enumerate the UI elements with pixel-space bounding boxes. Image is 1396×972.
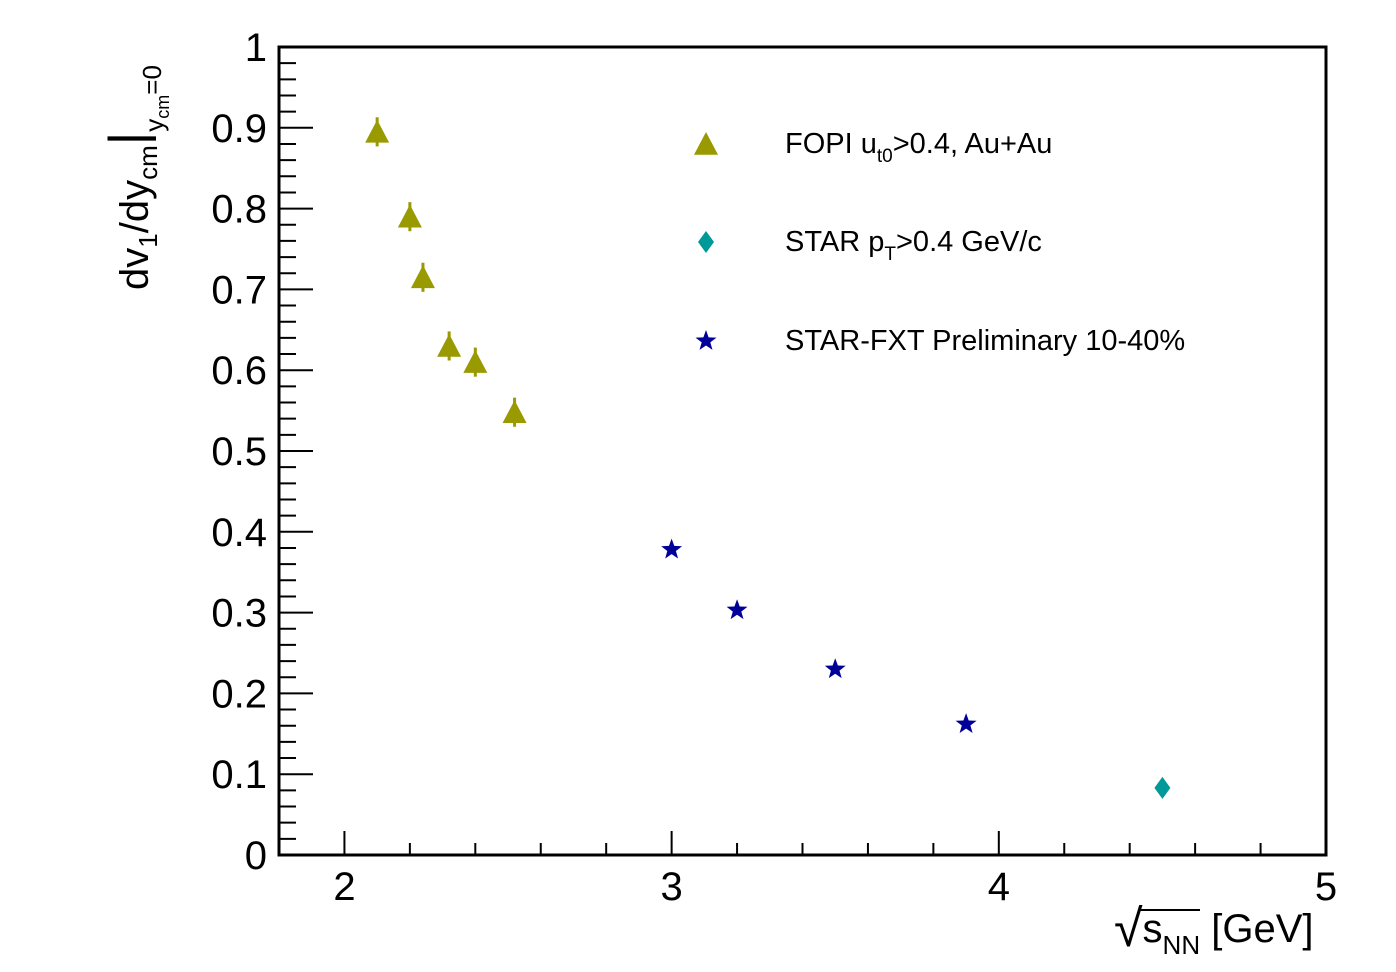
y-tick-label: 0.1 xyxy=(211,753,267,797)
y-axis-title-mid: /dy xyxy=(113,180,157,233)
y-tick-label: 0.9 xyxy=(211,107,267,151)
y-axis-title: dv1/dycm|ycm=0 xyxy=(99,65,173,290)
data-point-star xyxy=(726,599,748,620)
y-axis-title-sub1: 1 xyxy=(133,233,163,247)
x-tick-label: 5 xyxy=(1315,865,1337,909)
y-tick-label: 0.6 xyxy=(211,349,267,393)
x-axis-title-sub: NN xyxy=(1163,930,1201,960)
y-axis-title-tail: =0 xyxy=(137,65,167,95)
x-tick-label: 4 xyxy=(988,865,1010,909)
y-tick-label: 0.2 xyxy=(211,672,267,716)
x-axis-title-s: s xyxy=(1143,907,1163,951)
y-tick-label: 0.5 xyxy=(211,430,267,474)
axes: 0 0.1 0.2 0.3 0.4 0.5 0.6 0.7 0.8 0.9 1 2 3 4 5 xyxy=(211,26,1337,909)
y-tick-label: 0 xyxy=(245,834,267,878)
data-point-triangle xyxy=(463,350,488,373)
x-axis-title: √sNN [GeV] xyxy=(1114,900,1314,960)
legend-label-subscript: T xyxy=(884,244,896,265)
data-point-triangle xyxy=(437,333,462,357)
y-tick-label: 0.8 xyxy=(211,188,267,232)
legend-marker-diamond xyxy=(698,231,714,253)
x-axis-title-unit: [GeV] xyxy=(1200,907,1313,951)
legend-label: FOPI ut0>0.4, Au+Au xyxy=(785,128,1052,167)
series-star xyxy=(661,538,977,733)
legend-label-rest: >0.4, Au+Au xyxy=(893,128,1053,160)
legend-label-text: STAR p xyxy=(785,226,884,258)
series-diamond xyxy=(1154,776,1171,799)
data-point-star xyxy=(661,538,683,559)
data-point-triangle xyxy=(410,265,435,289)
legend-label: STAR pT>0.4 GeV/c xyxy=(785,226,1042,265)
data-point-star xyxy=(824,658,846,679)
y-tick-label: 1 xyxy=(245,26,267,70)
y-axis-title-main: dv xyxy=(113,248,157,290)
y-axis-title-subsub: cm xyxy=(153,95,173,119)
data-point-triangle xyxy=(397,204,422,228)
legend-marker-triangle xyxy=(694,132,718,155)
series-triangle xyxy=(365,117,527,427)
y-tick-label: 0.7 xyxy=(211,268,267,312)
y-axis-title-sub2: cm xyxy=(133,145,163,180)
x-axis-title-sqrt: √ xyxy=(1114,900,1143,958)
legend-marker-star xyxy=(695,330,717,350)
y-axis-title-bar: | xyxy=(99,132,157,146)
plot-frame xyxy=(277,45,1328,857)
legend-label-text: STAR-FXT Preliminary 10-40% xyxy=(785,325,1185,357)
data-point-triangle xyxy=(365,119,390,143)
legend-label-rest: >0.4 GeV/c xyxy=(896,226,1042,258)
data-point-diamond xyxy=(1154,776,1171,799)
data-point-star xyxy=(955,713,977,733)
legend-label: STAR-FXT Preliminary 10-40% xyxy=(785,325,1185,357)
legend-label-subscript: t0 xyxy=(877,146,893,167)
y-axis-title-sub3: y xyxy=(139,119,169,132)
x-tick-label: 2 xyxy=(333,865,355,909)
y-tick-label: 0.4 xyxy=(211,511,267,555)
y-tick-label: 0.3 xyxy=(211,592,267,636)
data-markers xyxy=(365,117,1171,799)
legend-label-text: FOPI u xyxy=(785,128,877,160)
data-point-triangle xyxy=(502,400,527,424)
x-tick-label: 3 xyxy=(661,865,683,909)
